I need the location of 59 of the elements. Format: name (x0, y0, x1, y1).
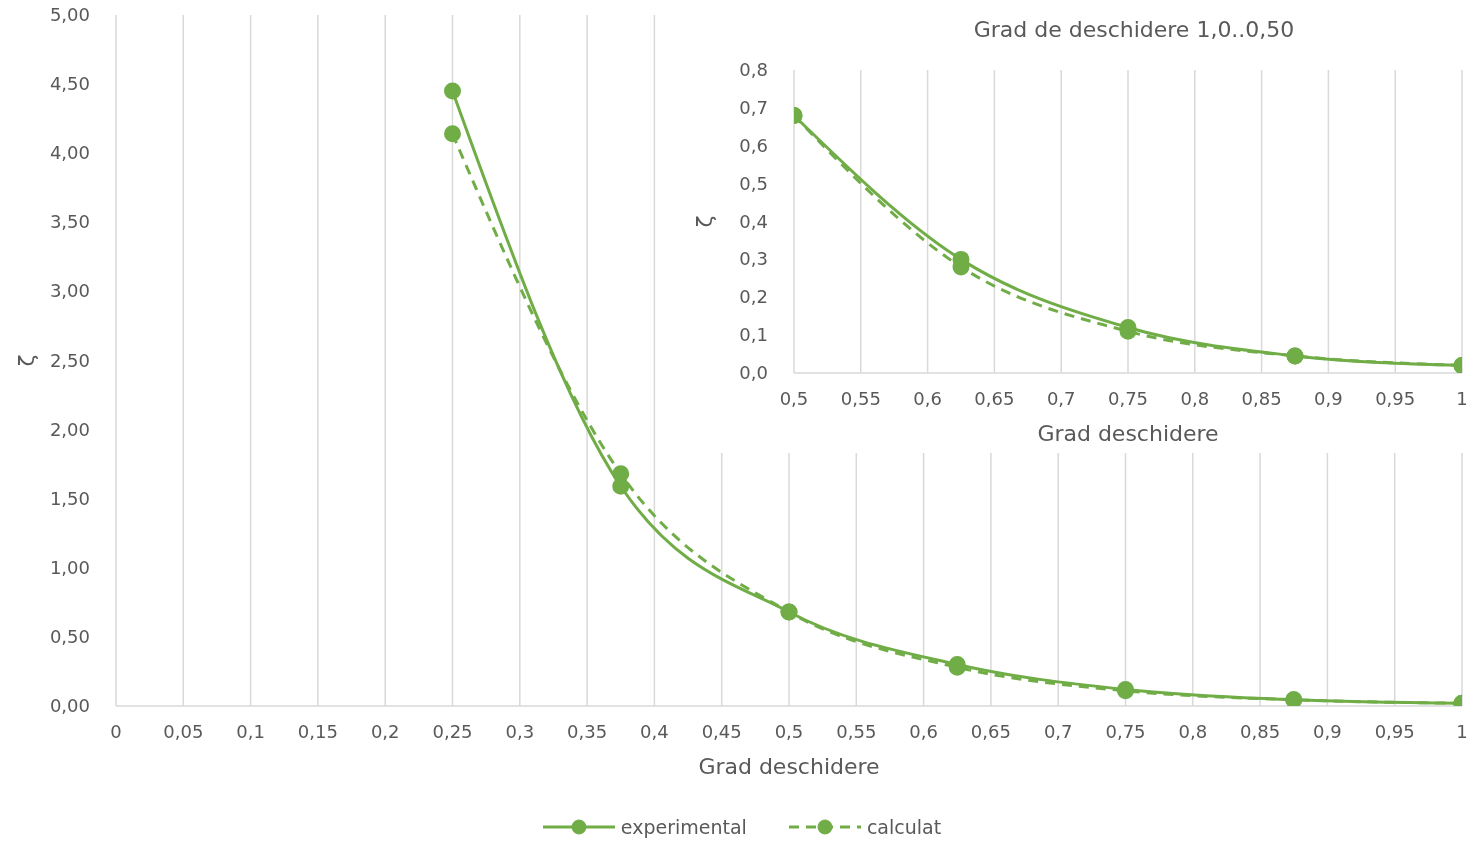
y-tick-label: 0,2 (739, 286, 768, 308)
y-tick-label: 4,00 (49, 142, 90, 164)
x-tick-label: 0,7 (1043, 721, 1073, 742)
x-tick-label: 1 (1456, 721, 1468, 742)
x-tick-label: 0,85 (1241, 388, 1282, 409)
y-tick-label: 5,00 (49, 4, 90, 25)
x-tick-label: 1 (1456, 388, 1468, 409)
legend-label: calculat (866, 816, 942, 838)
x-tick-label: 0,25 (432, 721, 473, 742)
x-tick-label: 0,55 (836, 721, 877, 742)
x-tick-label: 0,15 (297, 721, 338, 742)
y-tick-label: 1,50 (49, 487, 90, 509)
y-tick-label: 0,8 (739, 59, 768, 80)
x-tick-label: 0,75 (1107, 388, 1149, 409)
x-tick-label: 0,9 (1313, 721, 1342, 742)
y-tick-label: 3,50 (49, 211, 90, 233)
y-tick-label: 3,00 (49, 280, 90, 302)
y-tick-label: 0,00 (49, 695, 90, 716)
x-tick-label: 0,5 (774, 721, 804, 742)
y-tick-label: 0,50 (49, 625, 90, 647)
x-tick-label: 0,2 (370, 721, 400, 742)
x-tick-label: 0,35 (567, 721, 608, 742)
x-tick-label: 0,6 (913, 388, 942, 409)
y-tick-label: 0,5 (739, 172, 768, 194)
x-axis-title: Grad deschidere (698, 754, 880, 779)
x-tick-label: 0 (110, 721, 122, 742)
x-tick-label: 0,6 (909, 721, 938, 742)
y-axis-title: ζ (13, 354, 39, 367)
x-tick-label: 0,65 (974, 388, 1015, 409)
x-tick-label: 0,5 (779, 388, 809, 409)
x-tick-label: 0,95 (1374, 721, 1415, 742)
x-tick-label: 0,65 (970, 721, 1011, 742)
legend-label: experimental (620, 816, 747, 838)
y-tick-label: 1,00 (49, 556, 90, 578)
y-tick-label: 0,0 (739, 362, 768, 383)
y-tick-label: 0,6 (739, 134, 768, 156)
x-tick-label: 0,55 (840, 388, 881, 409)
y-tick-label: 0,1 (739, 324, 768, 346)
y-tick-label: 0,4 (739, 210, 768, 232)
x-tick-label: 0,45 (701, 721, 742, 742)
x-tick-label: 0,3 (505, 721, 535, 742)
y-tick-label: 0,7 (739, 96, 768, 118)
x-tick-label: 0,4 (640, 721, 669, 742)
x-axis-title: Grad deschidere (1037, 421, 1219, 446)
y-axis-title: ζ (691, 215, 717, 228)
x-tick-label: 0,8 (1180, 388, 1210, 409)
x-tick-label: 0,8 (1178, 721, 1208, 742)
x-tick-label: 0,7 (1046, 388, 1076, 409)
x-tick-label: 0,75 (1105, 721, 1146, 742)
y-tick-label: 4,50 (49, 73, 90, 95)
x-tick-label: 0,1 (236, 721, 265, 742)
x-tick-label: 0,05 (163, 721, 204, 742)
y-tick-label: 2,50 (49, 349, 90, 371)
y-tick-label: 2,00 (49, 418, 90, 440)
chart-title: Grad de deschidere 1,0..0,50 (972, 16, 1296, 44)
x-tick-label: 0,95 (1375, 388, 1416, 409)
x-tick-label: 0,9 (1314, 388, 1343, 409)
y-tick-label: 0,3 (739, 248, 768, 270)
x-tick-label: 0,85 (1240, 721, 1281, 742)
